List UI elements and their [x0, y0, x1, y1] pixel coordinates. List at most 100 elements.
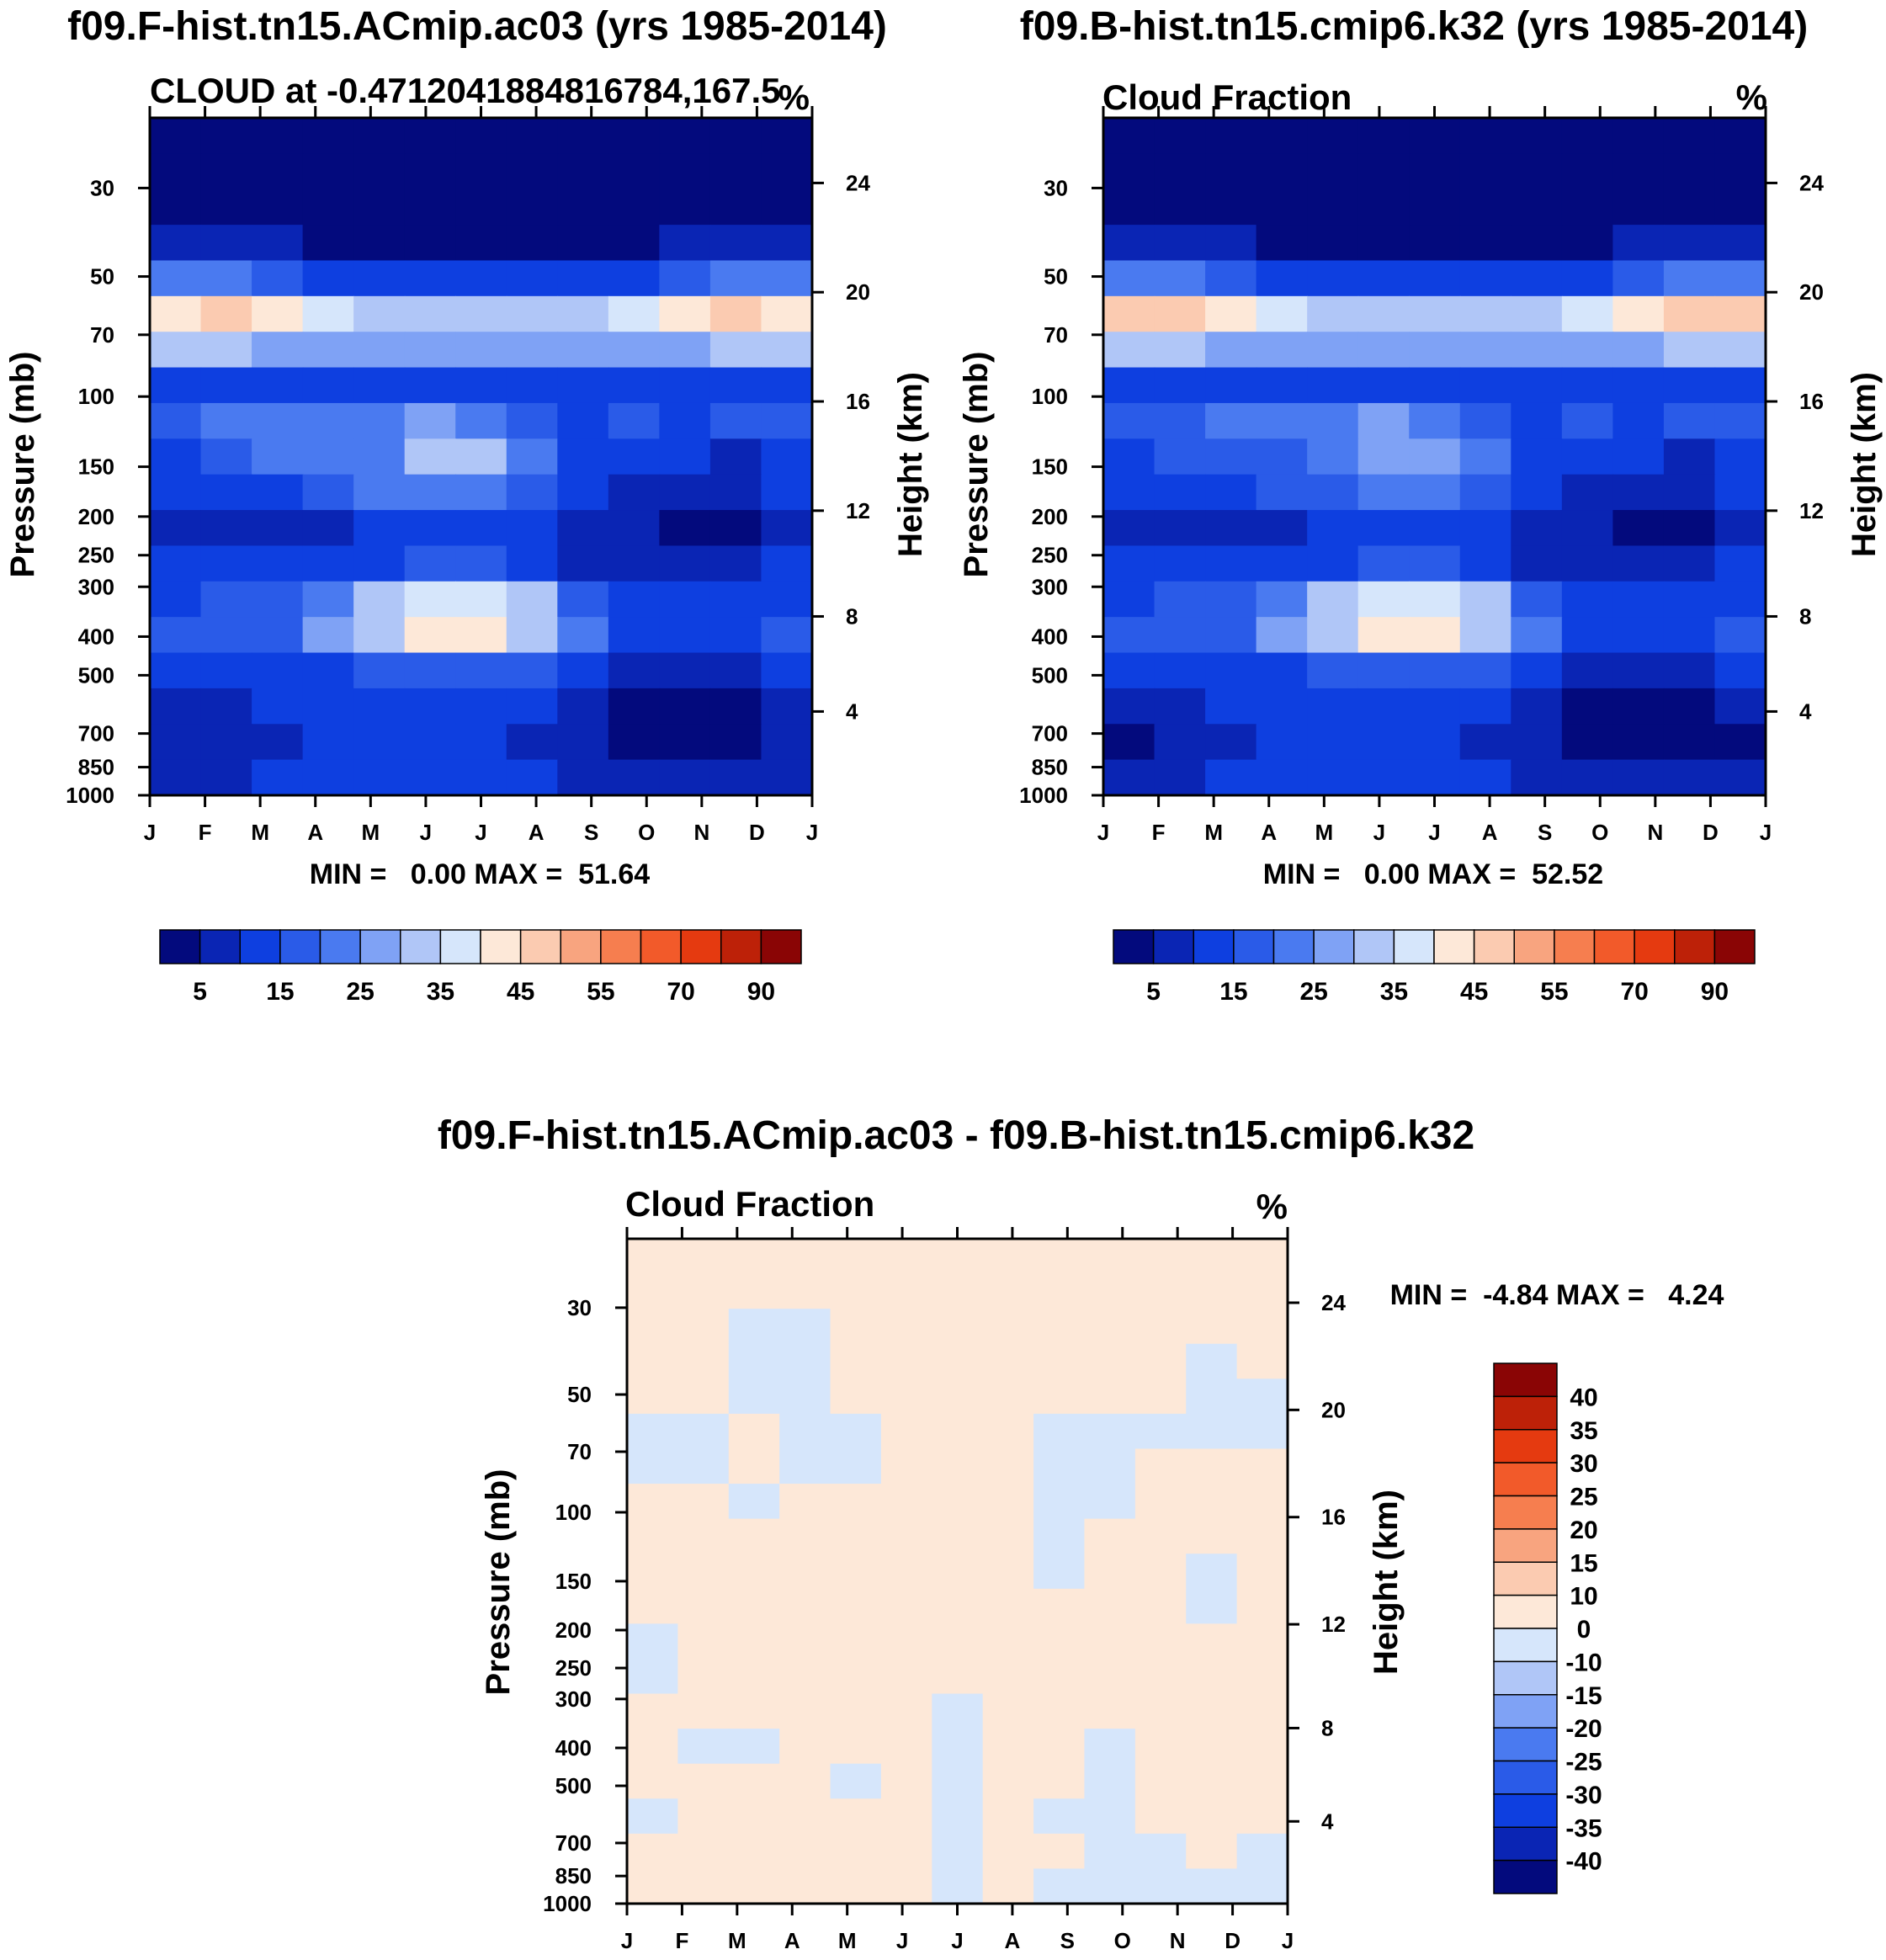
- heatmap-cell: [353, 332, 406, 369]
- heatmap-cell: [1154, 724, 1206, 761]
- heatmap-cell: [1307, 260, 1359, 297]
- colorbar-swatch: [1353, 929, 1395, 964]
- heatmap-cell: [353, 189, 406, 226]
- heatmap-cell: [1409, 225, 1461, 262]
- heatmap-cell: [1033, 1378, 1086, 1415]
- heatmap-cell: [200, 438, 252, 475]
- height-tick-label: 8: [846, 603, 858, 629]
- heatmap-cell: [1561, 438, 1614, 475]
- heatmap-cell: [1714, 260, 1766, 297]
- heatmap-cell: [1205, 225, 1257, 262]
- colorbar-swatch: [1473, 929, 1515, 964]
- heatmap-cell: [1357, 118, 1411, 155]
- heatmap-cell: [1714, 474, 1766, 511]
- heatmap-cell: [1154, 153, 1206, 190]
- heatmap-cell: [608, 474, 661, 511]
- heatmap-cell: [302, 189, 354, 226]
- heatmap-cell: [353, 652, 406, 689]
- heatmap-cell: [761, 438, 813, 475]
- heatmap-cell: [728, 1484, 780, 1520]
- heatmap-cell: [1134, 1273, 1187, 1309]
- heatmap-cell: [608, 510, 661, 547]
- colorbar-label: -15: [1565, 1682, 1602, 1710]
- heatmap-cell: [659, 545, 711, 582]
- heatmap-cell: [1714, 617, 1766, 654]
- heatmap-cell: [404, 581, 457, 618]
- heatmap-cell: [1714, 367, 1766, 404]
- heatmap-cell: [627, 1484, 679, 1520]
- heatmap-cell: [1236, 1413, 1288, 1450]
- heatmap-cell: [880, 1273, 933, 1309]
- heatmap-cell: [880, 1343, 933, 1380]
- heatmap-cell: [1103, 759, 1156, 796]
- heatmap-cell: [880, 1798, 933, 1835]
- pressure-tick-label: 250: [78, 543, 114, 568]
- heatmap-cell: [557, 438, 609, 475]
- heatmap-cell: [1409, 688, 1461, 725]
- heatmap-cell: [728, 1413, 780, 1450]
- heatmap-cell: [1612, 153, 1665, 190]
- heatmap-cell: [932, 1378, 984, 1415]
- panel-3-units: %: [1256, 1187, 1288, 1226]
- heatmap-cell: [1103, 438, 1156, 475]
- heatmap-cell: [728, 1798, 780, 1835]
- x-tick-label: M: [1315, 820, 1333, 845]
- pressure-tick-label: 1000: [543, 1891, 592, 1916]
- heatmap-cell: [1612, 332, 1665, 369]
- heatmap-cell: [557, 759, 609, 796]
- heatmap-cell: [1511, 510, 1563, 547]
- heatmap-cell: [1256, 724, 1308, 761]
- heatmap-cell: [880, 1554, 933, 1590]
- panel-2-left-label: Cloud Fraction: [1102, 77, 1352, 117]
- heatmap-cell: [1103, 510, 1156, 547]
- heatmap-cell: [1511, 153, 1563, 190]
- heatmap-cell: [1409, 724, 1461, 761]
- heatmap-cell: [1714, 581, 1766, 618]
- heatmap-cell: [1256, 189, 1308, 226]
- heatmap-cell: [1307, 225, 1359, 262]
- height-tick-label: 12: [1799, 498, 1824, 523]
- colorbar-swatch: [199, 929, 241, 964]
- heatmap-cell: [404, 474, 457, 511]
- heatmap-cell: [1084, 1588, 1136, 1625]
- heatmap-cell: [1459, 402, 1512, 440]
- heatmap-cell: [830, 1729, 882, 1765]
- heatmap-cell: [1459, 581, 1512, 618]
- pressure-tick-label: 50: [1044, 264, 1068, 289]
- heatmap-cell: [932, 1554, 984, 1590]
- heatmap-cell: [1103, 367, 1156, 404]
- heatmap-cell: [761, 617, 813, 654]
- heatmap-cell: [1033, 1413, 1086, 1450]
- colorbar-label: 70: [1620, 978, 1648, 1006]
- heatmap-cell: [728, 1729, 780, 1765]
- heatmap-cell: [709, 474, 762, 511]
- pressure-tick-label: 70: [1044, 322, 1068, 348]
- heatmap-cell: [709, 402, 762, 440]
- heatmap-cell: [1103, 581, 1156, 618]
- heatmap-cell: [1357, 260, 1411, 297]
- heatmap-cell: [1154, 652, 1206, 689]
- heatmap-cell: [1236, 1273, 1288, 1309]
- pressure-tick-label: 200: [555, 1617, 592, 1643]
- heatmap-cell: [1561, 225, 1614, 262]
- heatmap-cell: [252, 402, 304, 440]
- colorbar-swatch: [600, 929, 642, 964]
- heatmap-cell: [557, 688, 609, 725]
- x-tick-label: A: [529, 820, 545, 845]
- heatmap-cell: [830, 1484, 882, 1520]
- heatmap-cell: [1663, 617, 1716, 654]
- colorbar-label: 45: [1460, 978, 1488, 1006]
- heatmap-cell: [779, 1623, 831, 1660]
- heatmap-cell: [1409, 295, 1461, 333]
- heatmap-cell: [659, 688, 711, 725]
- heatmap-cell: [709, 367, 762, 404]
- heatmap-cell: [200, 153, 252, 190]
- heatmap-cell: [982, 1239, 1034, 1275]
- heatmap-cell: [1256, 438, 1308, 475]
- heatmap-cell: [830, 1658, 882, 1695]
- heatmap-cell: [982, 1693, 1034, 1729]
- heatmap-cell: [1033, 1798, 1086, 1835]
- heatmap-cell: [200, 724, 252, 761]
- colorbar-swatch: [1493, 1727, 1558, 1762]
- heatmap-cell: [1307, 581, 1359, 618]
